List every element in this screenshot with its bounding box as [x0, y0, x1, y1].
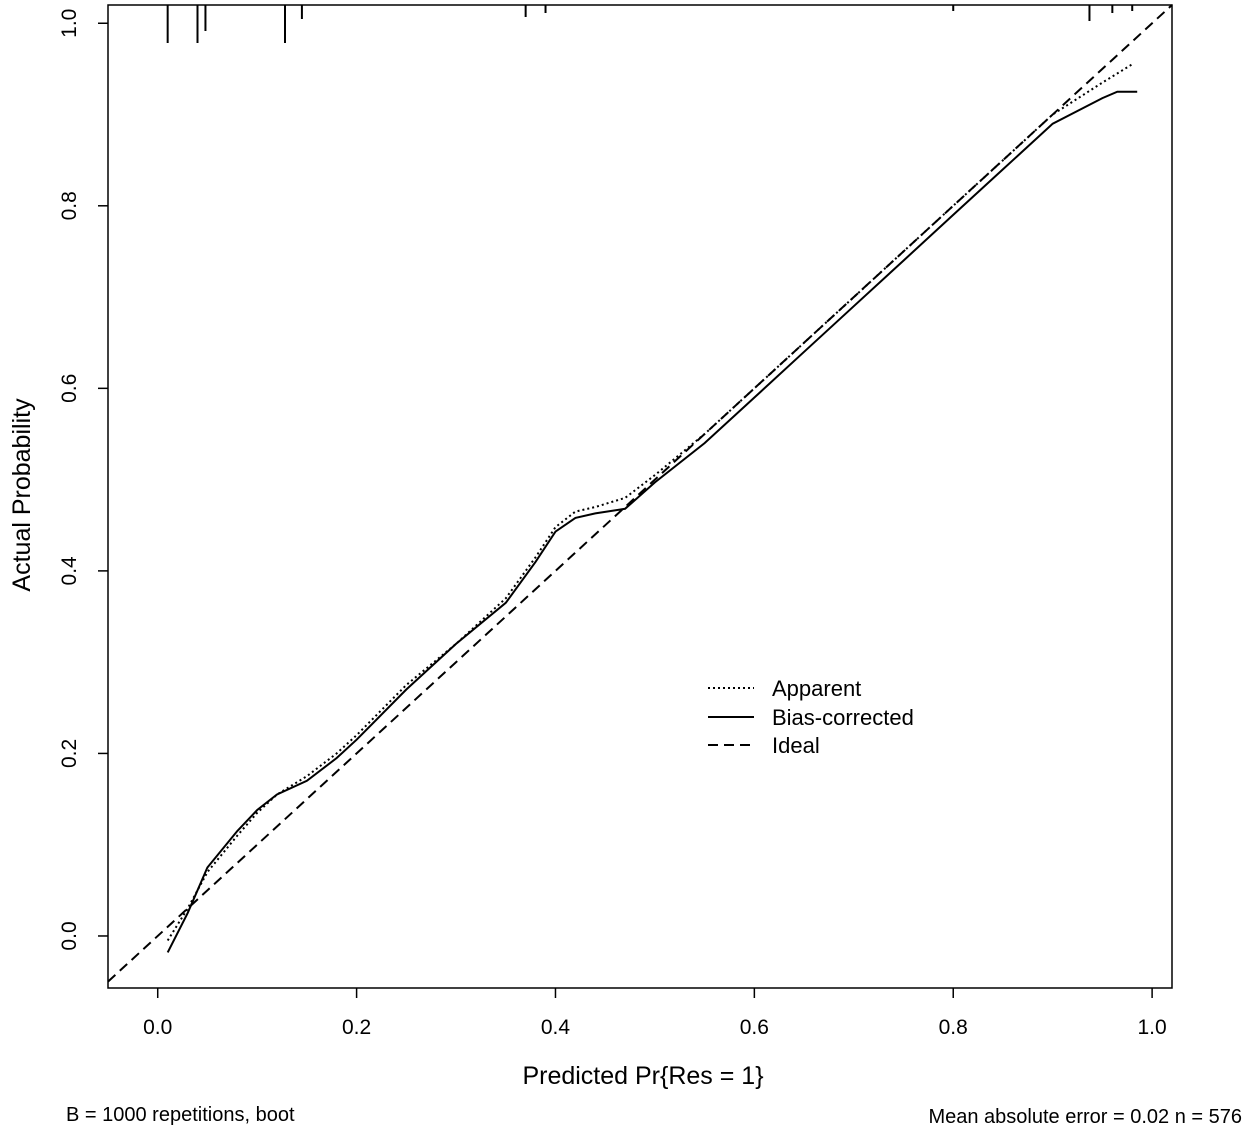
legend-label-apparent: Apparent [772, 676, 861, 701]
series-apparent [166, 63, 1133, 942]
x-tick-label: 0.6 [740, 1016, 769, 1039]
y-axis-title: Actual Probability [8, 398, 36, 592]
y-tick-label: 0.8 [58, 191, 81, 220]
y-tick-label: 1.0 [58, 9, 81, 38]
x-tick-label: 0.4 [541, 1016, 571, 1039]
y-tick-label: 0.2 [58, 739, 81, 768]
series-layer [107, 4, 1173, 983]
x-tick-label: 0.2 [342, 1016, 371, 1039]
x-axis: 0.0 0.2 0.4 0.6 0.8 1.0 [143, 988, 1167, 1039]
plot-frame [107, 4, 1173, 989]
footer-bootstrap-info: B = 1000 repetitions, boot [66, 1104, 295, 1126]
x-tick-label: 0.8 [939, 1016, 968, 1039]
series-bias-corrected [166, 90, 1138, 953]
legend-label-bias-corrected: Bias-corrected [772, 705, 914, 730]
legend-label-ideal: Ideal [772, 733, 820, 758]
legend: Apparent Bias-corrected Ideal [708, 676, 914, 758]
footer-error-info: Mean absolute error = 0.02 n = 576 [928, 1106, 1242, 1128]
x-tick-label: 1.0 [1138, 1016, 1167, 1039]
x-tick-label: 0.0 [143, 1016, 172, 1039]
y-axis: 0.0 0.2 0.4 0.6 0.8 1.0 [58, 9, 108, 951]
rug-marks [166, 5, 1134, 43]
x-axis-title: Predicted Pr{Res = 1} [522, 1062, 763, 1090]
y-tick-label: 0.4 [58, 556, 81, 586]
y-tick-label: 0.6 [58, 374, 81, 403]
series-ideal [107, 4, 1173, 983]
y-tick-label: 0.0 [58, 921, 81, 950]
